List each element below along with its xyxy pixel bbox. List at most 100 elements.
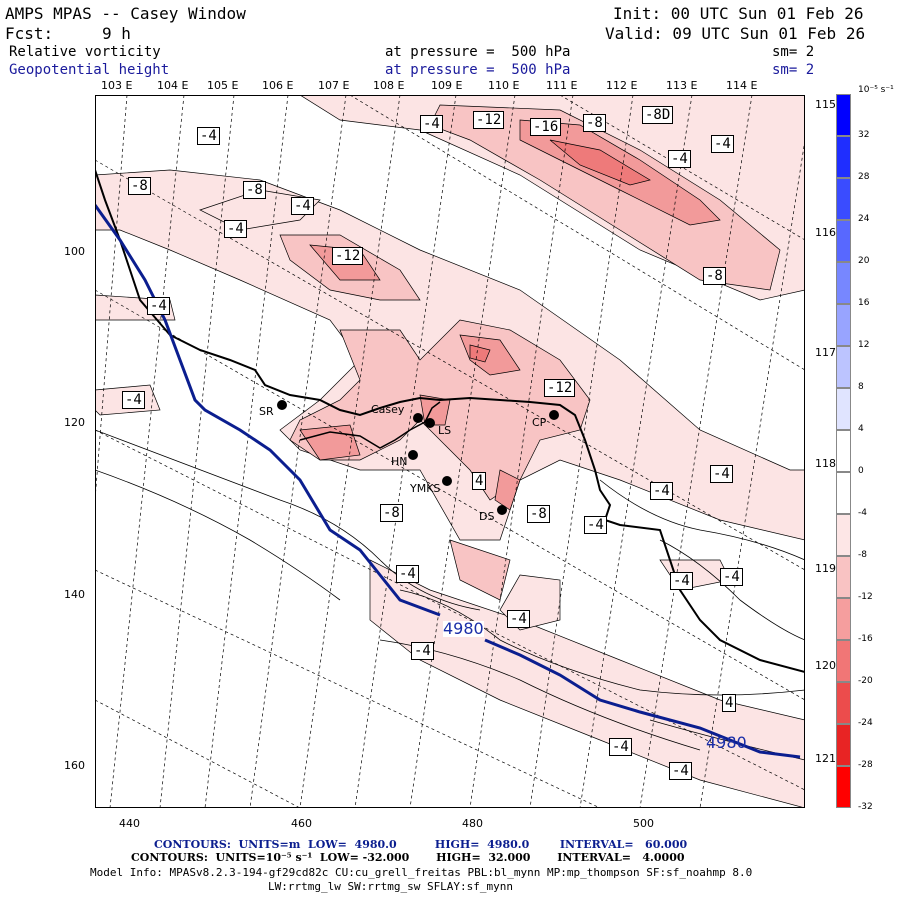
colorbar-label: 24 bbox=[858, 214, 870, 224]
colorbar-swatch bbox=[836, 430, 851, 472]
colorbar-label: 28 bbox=[858, 172, 870, 182]
contour-label: -4 bbox=[507, 610, 530, 628]
contour-label: -4 bbox=[396, 565, 419, 583]
contour-label: -4 bbox=[197, 127, 220, 145]
station-label-ls: LS bbox=[438, 424, 452, 437]
contour-label: -12 bbox=[473, 111, 505, 129]
contour-label: -8 bbox=[380, 504, 403, 522]
station-dot-hn[interactable] bbox=[408, 450, 418, 460]
lon-label-112: 112 E bbox=[606, 79, 638, 92]
station-label-ds: DS bbox=[479, 510, 495, 523]
lon-label-103: 103 E bbox=[101, 79, 133, 92]
station-dot-sr[interactable] bbox=[277, 400, 287, 410]
station-dot-ymks[interactable] bbox=[442, 476, 452, 486]
colorbar-swatch bbox=[836, 94, 851, 136]
valid-time: Valid: 09 UTC Sun 01 Feb 26 bbox=[605, 24, 866, 43]
colorbar-swatch bbox=[836, 472, 851, 514]
height-contour-west bbox=[95, 204, 441, 617]
contour-label: -4 bbox=[711, 135, 734, 153]
y-tick-100: 100 bbox=[64, 245, 85, 258]
colorbar-label: 0 bbox=[858, 466, 864, 476]
contour-label: -4 bbox=[650, 482, 673, 500]
contour-label: -16 bbox=[530, 118, 562, 136]
station-dot-cp[interactable] bbox=[549, 410, 559, 420]
contour-label: -8 bbox=[583, 114, 606, 132]
model-info-2: LW:rrtmg_lw SW:rrtmg_sw SFLAY:sf_mynn bbox=[268, 880, 514, 893]
lon-label-111: 111 E bbox=[546, 79, 578, 92]
field1-level: at pressure = 500 hPa bbox=[385, 44, 571, 60]
contour-label: -4 bbox=[411, 642, 434, 660]
vorticity-core bbox=[469, 139, 651, 363]
contour-label: -4 bbox=[720, 568, 743, 586]
y-tick-120: 120 bbox=[64, 416, 85, 429]
contour-label: -12 bbox=[332, 247, 364, 265]
colorbar-label: -20 bbox=[858, 676, 873, 686]
map-title: AMPS MPAS -- Casey Window bbox=[5, 4, 246, 23]
station-dot-casey[interactable] bbox=[413, 413, 423, 423]
height-label: 4980 bbox=[443, 619, 484, 638]
map-frame bbox=[95, 95, 805, 808]
contour-label: -4 bbox=[669, 762, 692, 780]
contour-label: -4 bbox=[668, 150, 691, 168]
colorbar-label: -4 bbox=[858, 508, 867, 518]
colorbar-swatch bbox=[836, 556, 851, 598]
forecast-hours: 9 h bbox=[102, 24, 131, 43]
station-dot-ls[interactable] bbox=[425, 418, 435, 428]
vorticity-contour-info: CONTOURS: UNITS=10⁻⁵ s⁻¹ LOW= -32.000 HI… bbox=[131, 851, 685, 864]
colorbar-swatch bbox=[836, 304, 851, 346]
colorbar-label: 20 bbox=[858, 256, 870, 266]
lon-label-114: 114 E bbox=[726, 79, 758, 92]
colorbar-swatch bbox=[836, 220, 851, 262]
colorbar-unit: 10⁻⁵ s⁻¹ bbox=[858, 85, 894, 95]
lon-label-113: 113 E bbox=[666, 79, 698, 92]
colorbar-swatch bbox=[836, 682, 851, 724]
contour-label: -8D bbox=[642, 106, 674, 124]
model-info: Model Info: MPASv8.2.3-194-gf29cd82c CU:… bbox=[90, 866, 753, 879]
init-time: Init: 00 UTC Sun 01 Feb 26 bbox=[613, 4, 864, 23]
vorticity-map bbox=[95, 95, 805, 808]
contour-label: -4 bbox=[291, 197, 314, 215]
colorbar-swatch bbox=[836, 724, 851, 766]
forecast-label: Fcst: bbox=[5, 24, 54, 43]
colorbar-label: -12 bbox=[858, 592, 873, 602]
colorbar-label: -24 bbox=[858, 718, 873, 728]
colorbar-label: 8 bbox=[858, 382, 864, 392]
colorbar-label: -16 bbox=[858, 634, 873, 644]
field1-smoothing: sm= 2 bbox=[772, 44, 815, 60]
contour-label: -8 bbox=[527, 505, 550, 523]
colorbar-swatch bbox=[836, 598, 851, 640]
x-tick-460: 460 bbox=[291, 817, 312, 830]
field2-level: at pressure = 500 hPa bbox=[385, 62, 571, 78]
colorbar-swatch bbox=[836, 640, 851, 682]
station-markers bbox=[277, 400, 559, 515]
y-tick-140: 140 bbox=[64, 588, 85, 601]
station-label-casey: Casey bbox=[371, 403, 405, 416]
coastline bbox=[95, 169, 805, 673]
station-label-cp: CP bbox=[532, 416, 547, 429]
contour-label: -4 bbox=[710, 465, 733, 483]
lon-label-104: 104 E bbox=[157, 79, 189, 92]
colorbar-swatch bbox=[836, 178, 851, 220]
x-tick-500: 500 bbox=[633, 817, 654, 830]
contour-label: -4 bbox=[670, 572, 693, 590]
colorbar-swatch bbox=[836, 388, 851, 430]
y-tick-160: 160 bbox=[64, 759, 85, 772]
colorbar-swatch bbox=[836, 346, 851, 388]
colorbar-swatch bbox=[836, 514, 851, 556]
colorbar-swatch bbox=[836, 136, 851, 178]
contour-label: -4 bbox=[122, 391, 145, 409]
contour-label: -4 bbox=[224, 220, 247, 238]
colorbar-label: -32 bbox=[858, 802, 873, 812]
colorbar-label: 12 bbox=[858, 340, 870, 350]
colorbar-label: 4 bbox=[858, 424, 864, 434]
contour-label: -4 bbox=[609, 738, 632, 756]
lon-label-108: 108 E bbox=[373, 79, 405, 92]
height-contour-info: CONTOURS: UNITS=m LOW= 4980.0 HIGH= 4980… bbox=[154, 838, 688, 851]
colorbar-label: -8 bbox=[858, 550, 867, 560]
coastline-inner bbox=[299, 401, 441, 449]
contour-label: 4 bbox=[472, 472, 487, 490]
lon-label-107: 107 E bbox=[318, 79, 350, 92]
contour-label: 4 bbox=[722, 694, 737, 712]
station-dot-ds[interactable] bbox=[497, 505, 507, 515]
field2-smoothing: sm= 2 bbox=[772, 62, 815, 78]
